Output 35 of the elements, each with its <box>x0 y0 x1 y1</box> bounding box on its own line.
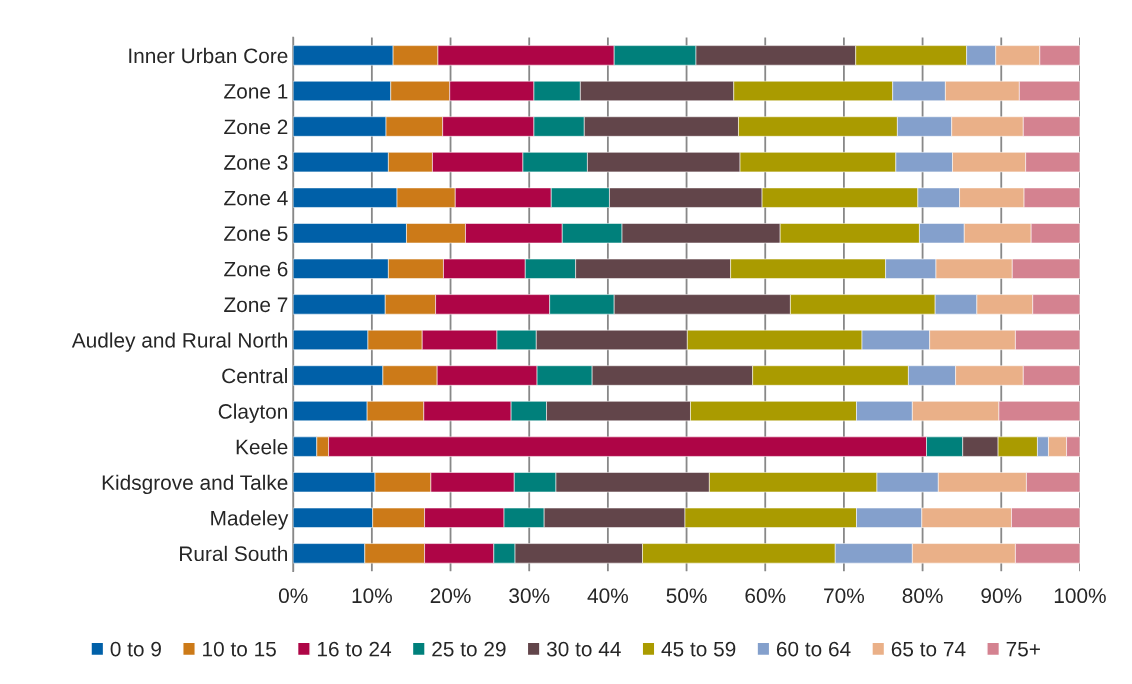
legend-label: 65 to 74 <box>891 641 966 657</box>
x-tick-label: 10% <box>352 588 392 604</box>
y-tick-label: Audley and Rural North <box>71 332 287 352</box>
x-tick-label: 50% <box>666 588 707 604</box>
y-tick-label: Madeley <box>211 510 289 530</box>
x-tick-label: 70% <box>824 588 865 604</box>
x-tick-label: 60% <box>745 588 786 604</box>
x-tick-label: 30% <box>509 588 550 604</box>
y-tick-label: Keele <box>236 439 288 455</box>
x-tick-label: 100% <box>1054 588 1106 604</box>
y-tick-label: Zone 3 <box>224 155 288 170</box>
legend-label: 30 to 44 <box>546 641 621 657</box>
legend-label: 0 to 9 <box>110 641 161 657</box>
x-tick-label: 40% <box>587 588 628 604</box>
y-tick-label: Kidsgrove and Talke <box>102 474 288 495</box>
y-tick-label: Clayton <box>218 403 287 423</box>
legend-label: 16 to 24 <box>317 641 392 657</box>
y-tick-label: Zone 2 <box>224 119 288 135</box>
y-tick-label: Zone 1 <box>224 84 288 99</box>
y-tick-label: Rural South <box>180 545 287 562</box>
legend-label: 45 to 59 <box>661 641 736 657</box>
legend-label: 75+ <box>1006 641 1040 657</box>
y-tick-label: Zone 6 <box>224 261 288 277</box>
x-tick-label: 20% <box>430 588 471 604</box>
x-tick-label: 80% <box>902 588 943 604</box>
x-tick-label: 90% <box>981 588 1022 604</box>
legend-label: 25 to 29 <box>432 641 506 657</box>
y-tick-label: Inner Urban Core <box>129 47 288 64</box>
x-tick-label: 0% <box>278 588 308 604</box>
y-tick-label: Central <box>222 367 287 384</box>
y-tick-label: Zone 7 <box>224 297 288 313</box>
legend-label: 60 to 64 <box>776 641 851 657</box>
y-tick-label: Zone 5 <box>224 226 288 241</box>
y-tick-label: Zone 4 <box>224 190 288 206</box>
legend-label: 10 to 15 <box>203 641 276 657</box>
